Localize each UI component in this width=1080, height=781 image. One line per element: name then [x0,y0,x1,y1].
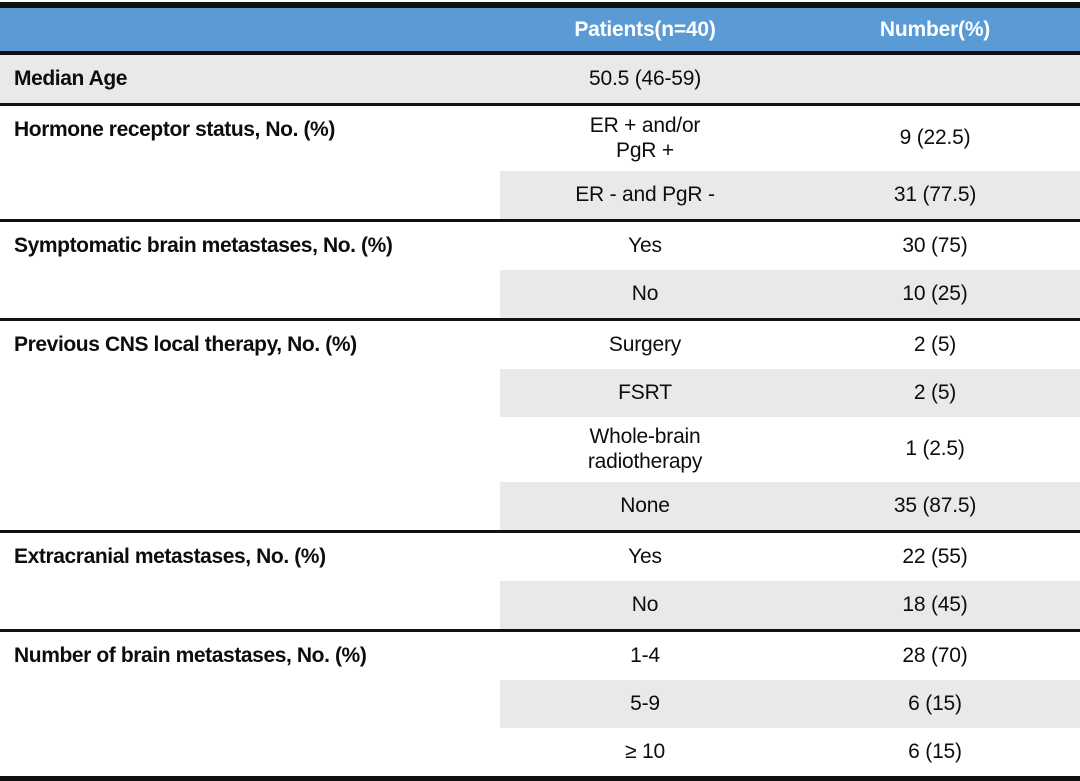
table-header-row: Patients(n=40) Number(%) [0,8,1080,51]
number-cell: 2 (5) [913,332,957,356]
number-cell: 35 (87.5) [893,493,977,517]
value-cell: Surgery [608,332,682,356]
number-cell: 31 (77.5) [893,182,977,206]
header-cell-empty [0,8,500,51]
header-cell-number: Number(%) [879,17,991,41]
table-row: Surgery 2 (5) [500,321,1080,369]
section-rows: 50.5 (46-59) [500,55,1080,103]
table-row: No 10 (25) [500,270,1080,318]
number-cell [790,55,1080,103]
table-row: No 18 (45) [500,581,1080,629]
value-cell: 1-4 [630,643,660,667]
table-row: 5-9 6 (15) [500,680,1080,728]
row-group-label-cell: Median Age [0,55,500,103]
top-margin [0,0,1080,2]
header-cell-patients: Patients(n=40) [574,17,716,41]
row-group-label: Symptomatic brain metastases, No. (%) [14,234,393,257]
table-row: 50.5 (46-59) [500,55,1080,103]
number-cell: 9 (22.5) [899,126,971,150]
table-top-border [0,2,1080,8]
section-rows: 1-4 28 (70) 5-9 6 (15) ≥ 10 6 (15) [500,632,1080,776]
number-cell: 18 (45) [902,592,968,616]
value-cell: 5-9 [630,691,660,715]
value-cell: No [631,592,659,616]
header-underline [0,51,1080,55]
value-cell: Yes [628,544,662,568]
value-cell: ≥ 10 [625,739,665,763]
table-row: Whole-brain radiotherapy 1 (2.5) [500,417,1080,482]
row-group-label-cell: Extracranial metastases, No. (%) [0,533,500,629]
table-row: Yes 22 (55) [500,533,1080,581]
table-row: None 35 (87.5) [500,482,1080,530]
section-separator [0,318,1080,321]
number-cell: 22 (55) [902,544,968,568]
table-bottom-border [0,776,1080,781]
row-group-label: Extracranial metastases, No. (%) [14,545,326,568]
value-cell: ER + and/or PgR + [589,114,701,162]
number-cell: 28 (70) [902,643,968,667]
table-section: Extracranial metastases, No. (%) Yes 22 (5… [0,533,1080,629]
table-row: 1-4 28 (70) [500,632,1080,680]
value-cell: None [620,493,670,517]
section-separator [0,103,1080,106]
table-row: FSRT 2 (5) [500,369,1080,417]
number-cell: 1 (2.5) [905,437,965,461]
value-cell: Whole-brain radiotherapy [587,425,703,473]
table-section: Median Age 50.5 (46-59) [0,55,1080,103]
table-row: ER + and/or PgR + 9 (22.5) [500,106,1080,171]
table-row: ≥ 10 6 (15) [500,728,1080,776]
row-group-label-cell: Previous CNS local therapy, No. (%) [0,321,500,530]
table-section: Previous CNS local therapy, No. (%) Surge… [0,321,1080,530]
row-group-label: Median Age [14,67,128,90]
table-row: Yes 30 (75) [500,222,1080,270]
number-cell: 2 (5) [913,380,957,404]
table-section: Symptomatic brain metastases, No. (%) Yes… [0,222,1080,318]
row-group-label-cell: Hormone receptor status, No. (%) [0,106,500,219]
value-cell: 50.5 (46-59) [588,66,701,90]
number-cell: 30 (75) [902,233,968,257]
row-group-label-cell: Number of brain metastases, No. (%) [0,632,500,776]
value-cell: No [631,281,659,305]
section-separator [0,219,1080,222]
section-rows: Surgery 2 (5) FSRT 2 (5) Whole-brain radioth… [500,321,1080,530]
section-separator [0,530,1080,533]
row-group-label: Previous CNS local therapy, No. (%) [14,333,357,356]
table-section: Number of brain metastases, No. (%) 1-4 28… [0,632,1080,776]
row-group-label: Hormone receptor status, No. (%) [14,118,335,141]
section-rows: ER + and/or PgR + 9 (22.5) ER - and PgR - 3… [500,106,1080,219]
table-row: ER - and PgR - 31 (77.5) [500,171,1080,219]
section-rows: Yes 30 (75) No 10 (25) [500,222,1080,318]
section-separator [0,629,1080,632]
row-group-label-cell: Symptomatic brain metastases, No. (%) [0,222,500,318]
value-cell: FSRT [618,380,672,404]
section-rows: Yes 22 (55) No 18 (45) [500,533,1080,629]
number-cell: 10 (25) [902,281,968,305]
table-body: Median Age 50.5 (46-59) Hormone receptor s… [0,55,1080,776]
value-cell: Yes [628,233,662,257]
row-group-label: Number of brain metastases, No. (%) [14,644,367,667]
number-cell: 6 (15) [908,739,962,763]
table-section: Hormone receptor status, No. (%) ER + and… [0,106,1080,219]
number-cell: 6 (15) [908,691,962,715]
value-cell: ER - and PgR - [575,182,715,206]
